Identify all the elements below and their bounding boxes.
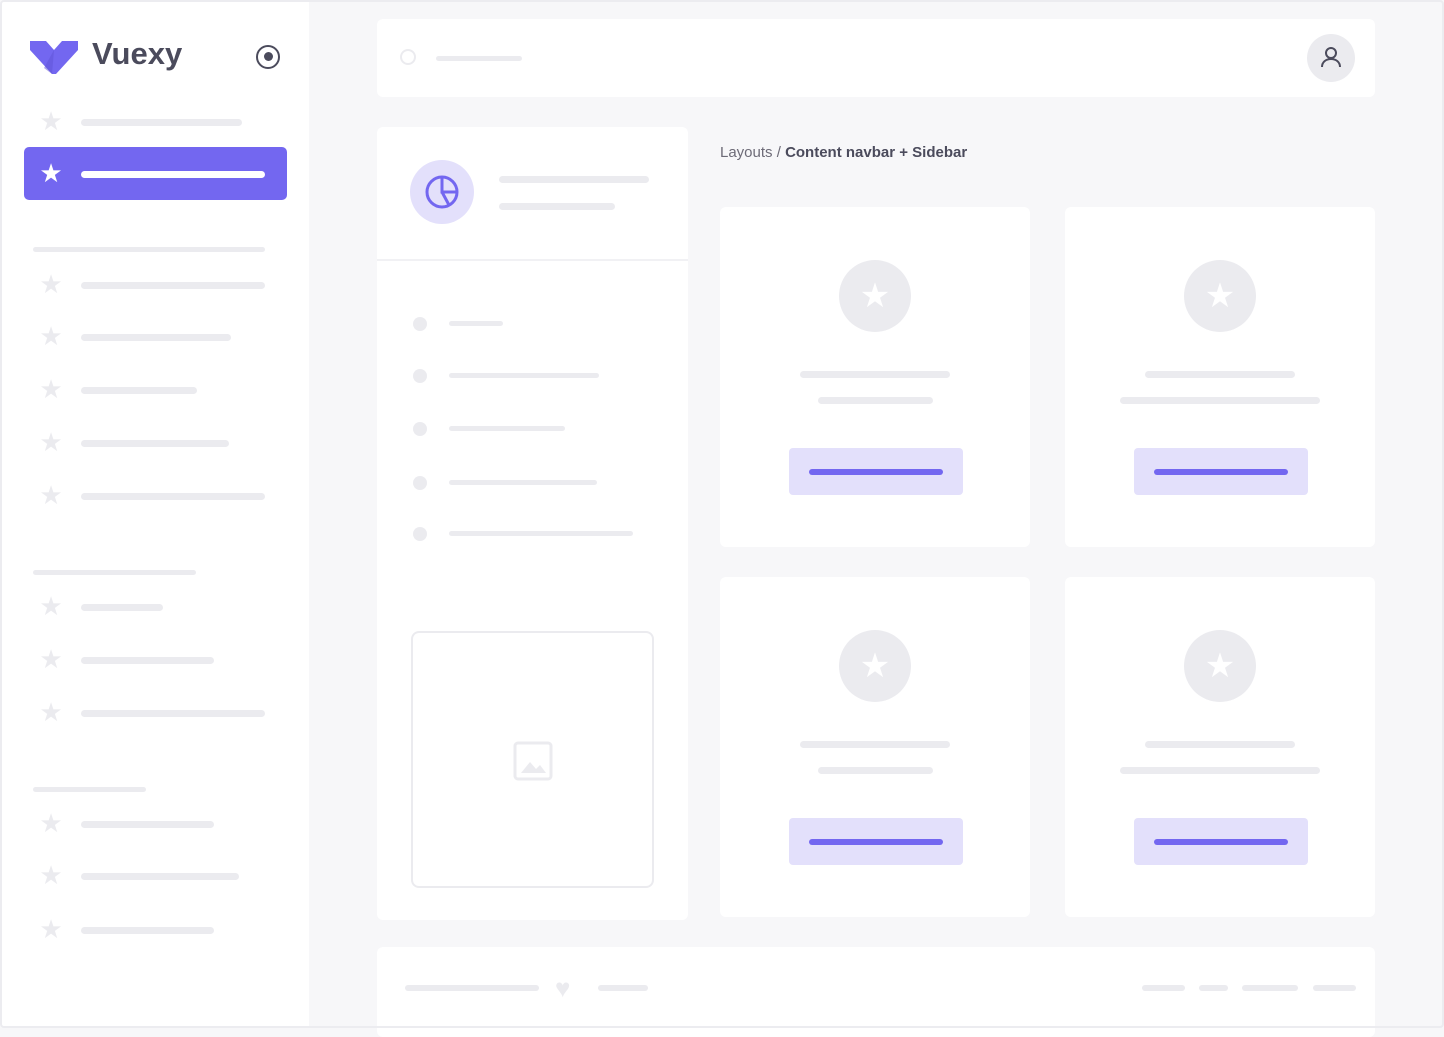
card-title-placeholder: [1145, 741, 1295, 748]
footer-text-placeholder: [598, 985, 648, 991]
bullet-icon: [413, 317, 427, 331]
breadcrumb: Layouts / Content navbar + Sidebar: [720, 144, 967, 161]
star-icon: ★: [39, 914, 63, 944]
sidebar-item-label-placeholder: [81, 440, 229, 447]
bullet-icon: [413, 527, 427, 541]
sidebar-item-label-placeholder: [81, 493, 265, 500]
card-button-label-placeholder: [809, 839, 943, 845]
panel-list-item-placeholder: [449, 531, 633, 536]
bullet-icon: [413, 476, 427, 490]
card-button-label-placeholder: [809, 469, 943, 475]
panel-divider: [377, 259, 688, 261]
card-title-placeholder: [1145, 371, 1295, 378]
star-icon: ★: [839, 260, 911, 332]
sidebar-item-label-placeholder: [81, 927, 214, 934]
panel-subtitle-placeholder: [499, 203, 615, 210]
sidebar-item-label-placeholder: [81, 657, 214, 664]
sidebar-item-label-placeholder: [81, 282, 265, 289]
footer-text-placeholder: [405, 985, 539, 991]
brand-logo[interactable]: [30, 41, 78, 79]
card-text-placeholder: [1120, 767, 1320, 774]
star-icon: ★: [39, 321, 63, 351]
panel-list-item[interactable]: [405, 309, 655, 339]
top-navbar: [377, 19, 1375, 97]
sidebar-section-divider: [33, 787, 146, 792]
sidebar-section-divider: [33, 247, 265, 252]
pie-chart-icon: [425, 175, 459, 209]
star-icon: ★: [39, 106, 63, 136]
card-button-label-placeholder: [1154, 839, 1288, 845]
star-icon: ★: [839, 630, 911, 702]
star-icon: ★: [39, 269, 63, 299]
panel-list-item-placeholder: [449, 373, 599, 378]
image-icon: [513, 741, 553, 781]
search-input[interactable]: [436, 56, 522, 61]
panel-list-item-placeholder: [449, 480, 597, 485]
footer-link[interactable]: [1142, 985, 1185, 991]
footer: [377, 947, 1375, 1037]
card-title-placeholder: [800, 371, 950, 378]
footer-link[interactable]: [1313, 985, 1356, 991]
card-text-placeholder: [817, 767, 933, 774]
sidebar-item-label-placeholder: [81, 821, 214, 828]
sidebar-item-label-placeholder: [81, 873, 239, 880]
card-text-placeholder: [817, 397, 933, 404]
star-icon: ★: [39, 860, 63, 890]
sidebar-section-divider: [33, 570, 196, 575]
panel-icon-badge: [410, 160, 474, 224]
breadcrumb-current: Content navbar + Sidebar: [785, 144, 968, 161]
card-button-label-placeholder: [1154, 469, 1288, 475]
bullet-icon: [413, 422, 427, 436]
card-title-placeholder: [800, 741, 950, 748]
brand-name: Vuexy: [92, 36, 183, 71]
star-icon: ★: [39, 158, 63, 188]
image-placeholder: [411, 631, 654, 888]
star-icon: ★: [1184, 630, 1256, 702]
star-icon: ★: [39, 644, 63, 674]
panel-list-item-placeholder: [449, 426, 565, 431]
sidebar-item-label-placeholder: [81, 387, 197, 394]
star-icon: ★: [39, 374, 63, 404]
panel-title-placeholder: [499, 176, 649, 183]
star-icon: ★: [39, 427, 63, 457]
breadcrumb-parent[interactable]: Layouts: [720, 144, 773, 161]
panel-list-item-placeholder: [449, 321, 503, 326]
star-icon: ★: [1184, 260, 1256, 332]
sidebar-item-label-placeholder: [81, 334, 231, 341]
star-icon: ★: [39, 808, 63, 838]
star-icon: ★: [39, 591, 63, 621]
sidebar-toggle-icon[interactable]: [256, 45, 280, 69]
heart-icon: ♥: [555, 973, 571, 1003]
search-icon[interactable]: [400, 49, 416, 65]
user-avatar[interactable]: [1307, 34, 1355, 82]
sidebar-item-label-placeholder: [81, 710, 265, 717]
star-icon: ★: [39, 480, 63, 510]
sidebar-item-label-placeholder: [81, 171, 265, 178]
breadcrumb-separator: /: [772, 144, 786, 161]
user-icon: [1321, 47, 1341, 68]
star-icon: ★: [39, 697, 63, 727]
bullet-icon: [413, 369, 427, 383]
sidebar-item-label-placeholder: [81, 119, 242, 126]
footer-link[interactable]: [1199, 985, 1228, 991]
footer-link[interactable]: [1242, 985, 1298, 991]
sidebar-item-label-placeholder: [81, 604, 163, 611]
card-text-placeholder: [1120, 397, 1320, 404]
